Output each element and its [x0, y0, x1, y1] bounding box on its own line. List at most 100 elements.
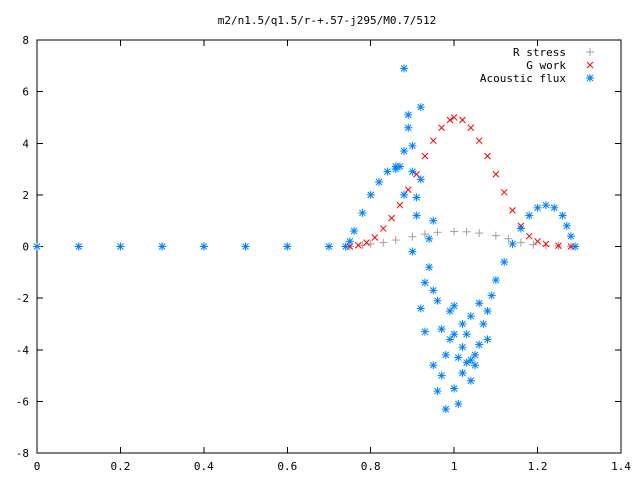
y-tick-label: -2 [16, 292, 29, 305]
data-point [533, 203, 542, 212]
data-point [416, 103, 425, 112]
y-tick-label: 6 [22, 86, 29, 99]
data-point [534, 237, 541, 245]
data-point [420, 278, 429, 287]
data-point [429, 216, 438, 225]
data-point [388, 214, 395, 222]
data-point [450, 384, 459, 393]
data-point [475, 137, 483, 145]
data-point [466, 356, 475, 365]
data-point [416, 304, 425, 313]
data-point [450, 301, 459, 310]
data-point [413, 170, 420, 178]
data-point [562, 221, 571, 230]
data-point [345, 237, 354, 246]
data-point [429, 137, 437, 145]
data-point [462, 358, 471, 367]
data-point [325, 242, 333, 251]
data-point [454, 353, 463, 362]
legend-label: G work [526, 59, 566, 72]
x-tick-label: 0.4 [194, 460, 214, 473]
data-point [429, 286, 438, 295]
legend-marker [586, 74, 594, 82]
data-point [416, 175, 425, 184]
data-point [471, 361, 479, 370]
data-point [379, 238, 388, 247]
data-point [379, 225, 387, 232]
y-tick-label: -8 [16, 447, 29, 460]
x-axis: 0 0.2 0.4 0.6 0.8 1 1.2 1.4 [34, 40, 631, 473]
data-point [421, 152, 429, 160]
series-acoustic-flux [33, 64, 580, 414]
x-tick-label: 0.2 [110, 460, 130, 473]
data-point [525, 211, 534, 220]
data-point [400, 146, 409, 155]
data-point [479, 319, 488, 328]
data-point [437, 325, 446, 334]
data-point [396, 201, 404, 209]
data-point [529, 240, 538, 249]
data-point [363, 239, 370, 246]
data-point [241, 242, 250, 251]
data-point [408, 167, 417, 176]
data-point [500, 257, 509, 266]
y-tick-label: 0 [22, 241, 29, 254]
data-point [412, 193, 421, 202]
data-point [462, 227, 471, 236]
y-tick-label: 4 [22, 137, 29, 150]
data-point [471, 350, 479, 359]
data-point [420, 230, 429, 239]
data-point [199, 242, 208, 251]
data-point [516, 224, 525, 233]
data-point [358, 208, 367, 217]
data-point [350, 227, 359, 236]
legend-marker [586, 61, 594, 69]
plot-points [33, 64, 580, 414]
data-point [425, 263, 434, 272]
y-tick-label: -4 [16, 344, 30, 357]
data-point [404, 110, 413, 119]
y-tick-label: 8 [22, 34, 29, 47]
data-point [466, 376, 475, 385]
data-point [475, 340, 484, 349]
x-tick-label: 0.8 [361, 460, 381, 473]
x-tick-label: 0.6 [277, 460, 297, 473]
data-point [408, 141, 417, 150]
data-point [450, 114, 458, 121]
data-point [400, 190, 409, 199]
data-point [400, 64, 409, 73]
data-point [33, 242, 41, 251]
y-tick-label: 2 [22, 189, 29, 202]
data-point [341, 242, 350, 251]
y-tick-label: -6 [16, 395, 29, 408]
data-point [375, 177, 384, 186]
data-point [541, 241, 550, 250]
y-axis: -8 -6 -4 -2 0 2 4 6 8 [16, 34, 621, 460]
data-point [366, 190, 375, 199]
series-r-stress [33, 227, 575, 251]
data-point [484, 152, 491, 160]
data-point [467, 124, 475, 132]
data-point [555, 242, 562, 250]
data-point [404, 123, 413, 132]
data-point [450, 227, 459, 236]
data-point [459, 116, 466, 124]
data-point [158, 242, 167, 251]
data-point [445, 307, 454, 316]
data-point [492, 170, 500, 178]
data-point [433, 296, 442, 305]
data-point [550, 203, 559, 212]
data-point [408, 232, 417, 241]
data-point [504, 234, 513, 243]
data-point [429, 361, 438, 370]
legend-label: R stress [513, 46, 566, 59]
data-point [475, 229, 484, 238]
data-point [566, 232, 575, 241]
data-point [371, 234, 379, 241]
data-point [458, 343, 467, 352]
data-point [354, 241, 362, 249]
chart-title: m2/n1.5/q1.5/r-+.57-j295/M0.7/512 [218, 14, 437, 27]
data-point [383, 167, 392, 176]
